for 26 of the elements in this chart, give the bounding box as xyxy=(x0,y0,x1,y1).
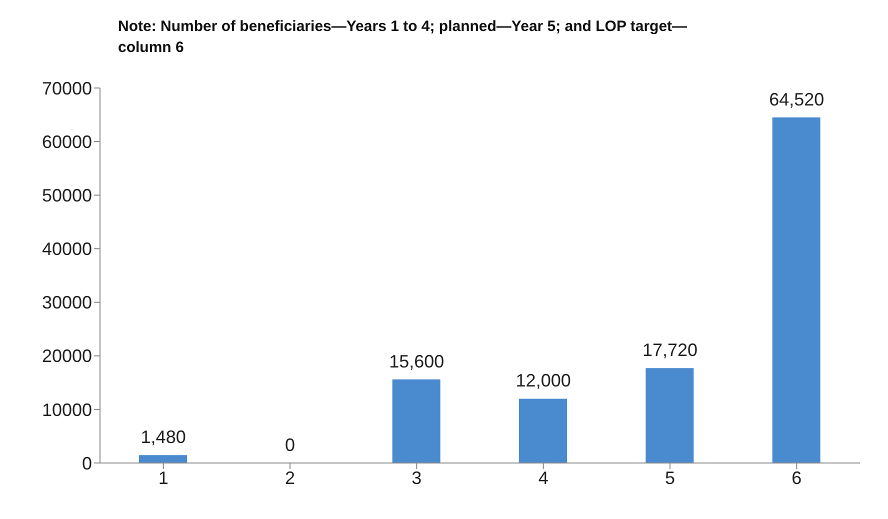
bar xyxy=(392,379,440,463)
x-tick-label: 6 xyxy=(792,468,802,488)
x-tick-label: 2 xyxy=(284,468,296,488)
data-label: 17,720 xyxy=(642,340,698,360)
data-label: 15,600 xyxy=(389,351,444,372)
x-tick-label: 4 xyxy=(538,468,548,488)
x-tick-label: 1 xyxy=(158,468,168,488)
y-tick-label: 40000 xyxy=(42,239,92,260)
y-tick-label: 60000 xyxy=(42,132,92,152)
y-tick-label: 70000 xyxy=(42,78,92,98)
y-tick-label: 30000 xyxy=(42,292,92,313)
y-tick-label: 50000 xyxy=(42,186,92,206)
y-tick-label: 20000 xyxy=(42,346,92,366)
data-label: 12,000 xyxy=(516,370,571,391)
bar xyxy=(139,455,187,463)
data-label: 1,480 xyxy=(140,427,186,448)
bar xyxy=(772,117,820,463)
data-label: 64,520 xyxy=(769,89,824,110)
bar xyxy=(519,398,567,463)
y-tick-label: 0 xyxy=(82,453,92,474)
x-tick-label: 3 xyxy=(412,468,422,488)
bar xyxy=(646,368,694,463)
y-tick-label: 10000 xyxy=(42,400,92,420)
x-tick-label: 5 xyxy=(664,468,676,488)
chart-title: Note: Number of beneficiaries—Years 1 to 4; planned—Year 5; and LOP target—column 6 xyxy=(118,17,688,58)
data-label: 0 xyxy=(284,435,296,455)
